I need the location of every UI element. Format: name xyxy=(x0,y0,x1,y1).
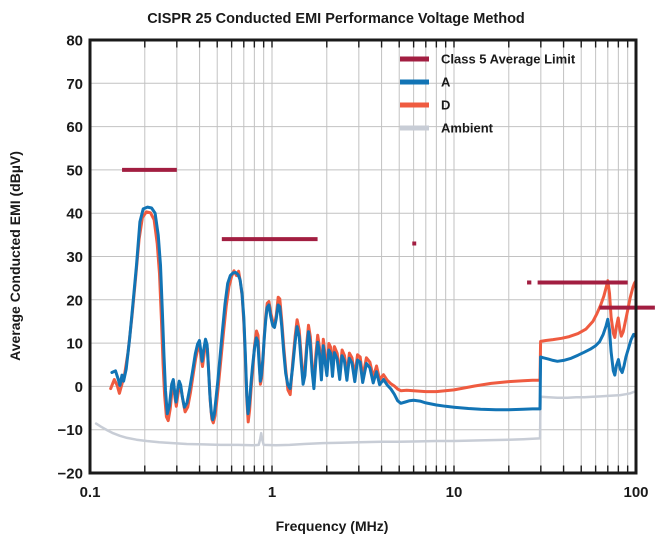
legend-label-3: D xyxy=(441,98,450,113)
x-tick-label: 100 xyxy=(623,484,648,501)
series-line-a xyxy=(110,205,638,422)
y-tick-label: −20 xyxy=(58,466,83,483)
limit-layer xyxy=(122,167,655,310)
y-tick-label: −10 xyxy=(58,422,83,439)
y-tick-label: 70 xyxy=(66,76,83,93)
series-line-ambient xyxy=(94,389,638,447)
chart-title: CISPR 25 Conducted EMI Performance Volta… xyxy=(147,11,525,27)
plot-border xyxy=(88,38,638,475)
y-tick-label: 10 xyxy=(66,336,83,353)
legend-label-4: Ambient xyxy=(441,121,494,136)
legend-label-1: Class 5 Average Limit xyxy=(441,52,576,67)
x-tick-label: 10 xyxy=(446,484,463,501)
legend-label-2: A xyxy=(441,75,451,90)
x-tick-label: 0.1 xyxy=(80,484,101,501)
series-layer xyxy=(94,205,638,447)
y-axis-title: Average Conducted EMI (dBµV) xyxy=(7,151,23,361)
grid-layer xyxy=(90,40,636,473)
y-tick-label: 20 xyxy=(66,292,83,309)
x-tick-label: 1 xyxy=(268,484,276,501)
legend: Class 5 Average Limit AD Ambient xyxy=(400,52,576,136)
y-tick-label: 40 xyxy=(66,206,83,223)
x-axis-title: Frequency (MHz) xyxy=(276,518,389,534)
y-tick-label: 30 xyxy=(66,249,83,266)
y-tick-label: 0 xyxy=(75,379,83,396)
tick-layer xyxy=(144,41,629,472)
y-tick-label: 60 xyxy=(66,119,83,136)
y-tick-label: 80 xyxy=(66,33,83,50)
y-tick-label: 50 xyxy=(66,162,83,179)
